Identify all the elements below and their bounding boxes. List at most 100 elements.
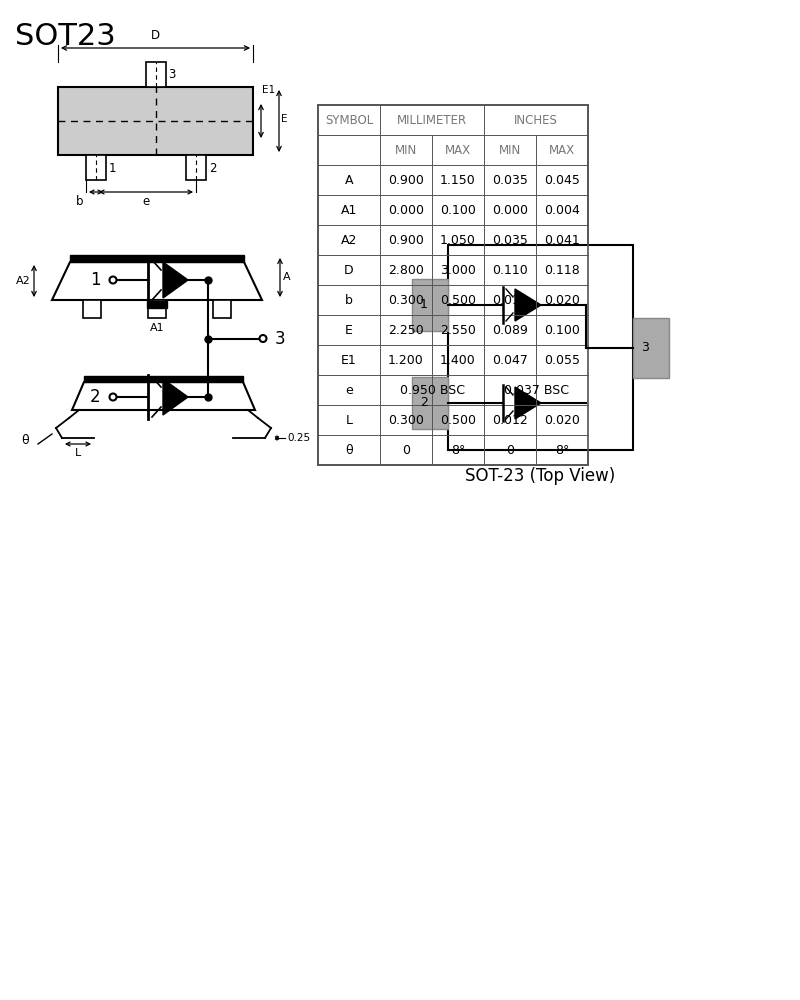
Text: 0.500: 0.500 (440, 294, 476, 306)
Text: 3: 3 (275, 330, 286, 348)
Text: 0.900: 0.900 (388, 233, 424, 246)
Text: SOT23: SOT23 (15, 22, 116, 51)
Text: A: A (283, 272, 290, 282)
Bar (146, 62, 166, 87)
Bar (412, 279, 448, 331)
Text: 0.037 BSC: 0.037 BSC (503, 383, 569, 396)
Text: 0.004: 0.004 (544, 204, 580, 217)
Text: 1: 1 (109, 161, 117, 174)
Text: 0.012: 0.012 (492, 294, 528, 306)
Text: 0.020: 0.020 (544, 294, 580, 306)
Polygon shape (163, 379, 188, 415)
Text: 0: 0 (402, 444, 410, 456)
Text: SOT-23 (Top View): SOT-23 (Top View) (466, 467, 616, 485)
Polygon shape (163, 262, 188, 298)
Text: 2.800: 2.800 (388, 263, 424, 276)
Text: 0.020: 0.020 (544, 414, 580, 426)
Text: b: b (75, 195, 83, 208)
Text: 1.150: 1.150 (440, 174, 476, 186)
Text: D: D (151, 29, 160, 42)
Text: MILLIMETER: MILLIMETER (397, 113, 467, 126)
Text: 3: 3 (641, 341, 649, 354)
Text: 0.900: 0.900 (388, 174, 424, 186)
Text: 0.500: 0.500 (440, 414, 476, 426)
Text: 8°: 8° (555, 444, 569, 456)
Text: MAX: MAX (445, 143, 471, 156)
Circle shape (110, 276, 117, 284)
Text: A1: A1 (341, 204, 357, 217)
Text: e: e (142, 195, 150, 208)
Text: 1: 1 (90, 271, 100, 289)
Text: 0.100: 0.100 (440, 204, 476, 217)
Text: E1: E1 (341, 354, 357, 366)
Text: 2: 2 (209, 161, 217, 174)
Text: 2: 2 (90, 388, 100, 406)
Text: 0.000: 0.000 (388, 204, 424, 217)
Text: D: D (344, 263, 354, 276)
Text: 1.400: 1.400 (440, 354, 476, 366)
Text: θ: θ (345, 444, 353, 456)
Bar (318, 105, 588, 465)
Text: 0.035: 0.035 (492, 233, 528, 246)
Text: 2.550: 2.550 (440, 324, 476, 336)
Text: 0.089: 0.089 (492, 324, 528, 336)
Text: 0: 0 (506, 444, 514, 456)
Text: 1.200: 1.200 (388, 354, 424, 366)
Text: 0.100: 0.100 (544, 324, 580, 336)
Text: A1: A1 (150, 323, 164, 333)
Bar (84, 376, 243, 382)
Bar (147, 301, 167, 308)
Polygon shape (52, 262, 262, 300)
Bar (213, 300, 231, 318)
Text: MIN: MIN (395, 143, 417, 156)
Text: 0.012: 0.012 (492, 414, 528, 426)
Text: 0.25: 0.25 (287, 433, 310, 443)
Bar (70, 255, 244, 262)
Text: E: E (345, 324, 353, 336)
Text: A2: A2 (341, 233, 357, 246)
Text: 2.250: 2.250 (388, 324, 424, 336)
Polygon shape (515, 289, 541, 321)
Bar (83, 300, 101, 318)
Text: 0.300: 0.300 (388, 414, 424, 426)
Text: 0.118: 0.118 (544, 263, 580, 276)
Text: L: L (346, 414, 353, 426)
Text: 0.035: 0.035 (492, 174, 528, 186)
Text: 1.050: 1.050 (440, 233, 476, 246)
Text: INCHES: INCHES (514, 113, 558, 126)
Circle shape (259, 335, 266, 342)
Bar (186, 155, 206, 180)
Text: 0.047: 0.047 (492, 354, 528, 366)
Polygon shape (515, 387, 541, 419)
Text: L: L (75, 448, 81, 458)
Bar (633, 318, 669, 377)
Text: A2: A2 (16, 276, 31, 286)
Text: E: E (281, 114, 287, 124)
Bar (148, 300, 166, 318)
Text: A: A (345, 174, 354, 186)
Text: 3: 3 (169, 68, 176, 82)
Text: E1: E1 (262, 85, 275, 95)
Text: 1: 1 (420, 298, 428, 312)
Text: b: b (345, 294, 353, 306)
Bar (412, 377, 448, 429)
Bar (58, 87, 253, 155)
Text: SYMBOL: SYMBOL (325, 113, 373, 126)
Text: MAX: MAX (549, 143, 575, 156)
Text: 8°: 8° (451, 444, 465, 456)
Text: 3.000: 3.000 (440, 263, 476, 276)
Bar (448, 245, 633, 450)
Text: e: e (345, 383, 353, 396)
Text: 0.000: 0.000 (492, 204, 528, 217)
Circle shape (110, 393, 117, 400)
Text: 0.041: 0.041 (544, 233, 580, 246)
Text: MIN: MIN (499, 143, 521, 156)
Text: 0.110: 0.110 (492, 263, 528, 276)
Text: 2: 2 (420, 396, 428, 410)
Text: 0.950 BSC: 0.950 BSC (399, 383, 465, 396)
Text: 0.055: 0.055 (544, 354, 580, 366)
Text: 0.300: 0.300 (388, 294, 424, 306)
Polygon shape (72, 382, 255, 410)
Text: 0.045: 0.045 (544, 174, 580, 186)
Text: θ: θ (21, 434, 29, 446)
